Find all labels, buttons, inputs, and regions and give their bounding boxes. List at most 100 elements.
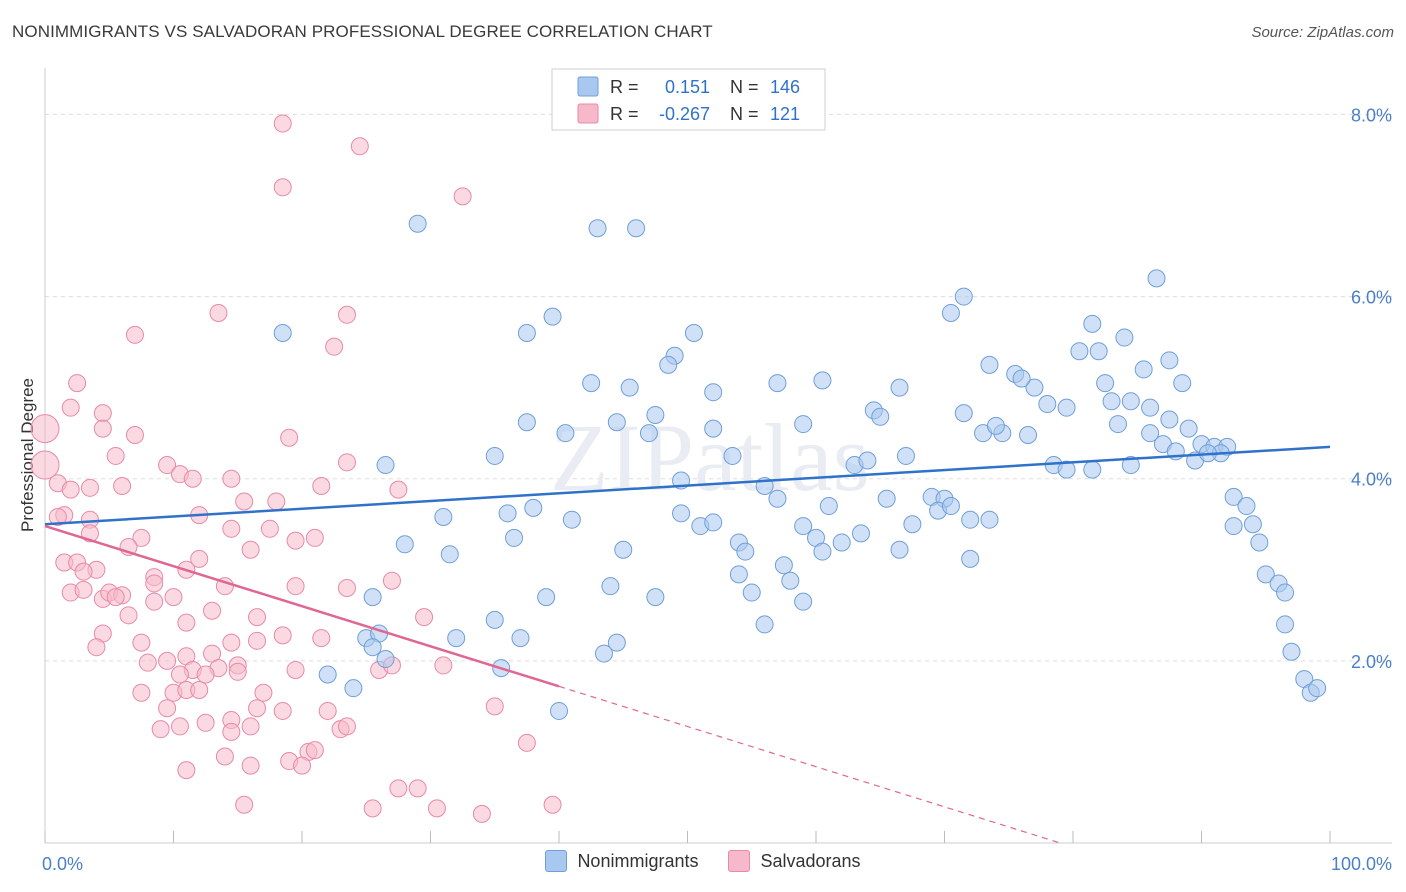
salvadoran-point — [170, 665, 189, 684]
nonimmigrant-point — [986, 416, 1005, 435]
y-tick-label-1: 4.0% — [1351, 470, 1392, 490]
nonimmigrant-point — [1089, 342, 1108, 361]
bottom-legend: Nonimmigrants Salvadorans — [0, 850, 1406, 872]
salvadoran-point — [293, 756, 311, 775]
tick-labels: 2.0% 4.0% 6.0% 8.0% 0.0% 100.0% — [42, 105, 1392, 874]
nonimmigrant-point — [659, 355, 678, 374]
salvadoran-point — [280, 428, 299, 447]
salvadoran-point — [408, 779, 427, 798]
nonimmigrant-point — [1057, 398, 1076, 417]
nonimmigrant-point — [832, 533, 851, 552]
legend-n-value-blue: 146 — [770, 77, 800, 97]
salvadoran-point — [80, 478, 99, 497]
nonimmigrant-point — [562, 510, 581, 529]
salvadoran-point — [267, 492, 286, 511]
nonimmigrant-point — [318, 665, 337, 684]
nonimmigrant-point — [273, 324, 292, 342]
salvadoran-point — [68, 374, 87, 393]
nonimmigrant-point — [1121, 456, 1140, 475]
nonimmigrant-point — [505, 528, 524, 547]
salvadoran-point — [125, 426, 144, 444]
nonimmigrant-point — [1256, 565, 1275, 584]
salvadoran-point — [248, 699, 267, 718]
nonimmigrant-point — [1057, 460, 1076, 479]
nonimmigrant-point — [1025, 378, 1044, 397]
salvadoran-point — [389, 480, 408, 499]
salvadoran-point — [138, 653, 157, 672]
salvadoran-point — [273, 626, 292, 645]
salvadoran-point — [151, 720, 170, 739]
source-label: Source: ZipAtlas.com — [1251, 24, 1394, 41]
nonimmigrant-point — [954, 404, 973, 423]
salvadoran-point — [318, 701, 337, 720]
nonimmigrant-point — [980, 355, 999, 374]
nonimmigrant-point — [890, 378, 909, 397]
salvadoran-point — [241, 756, 260, 775]
nonimmigrant-point — [588, 219, 607, 238]
salvadoran-point — [158, 456, 177, 475]
salvadoran-point — [222, 722, 241, 741]
nonimmigrant-point — [1102, 392, 1121, 411]
nonimmigrant-point — [517, 324, 536, 342]
salvadoran-point — [434, 656, 453, 675]
salvadoran-point — [241, 717, 260, 736]
legend-label-nonimmigrants: Nonimmigrants — [577, 850, 699, 871]
salvadoran-point — [106, 446, 125, 465]
nonimmigrant-point — [729, 565, 748, 584]
nonimmigrant-point — [871, 407, 890, 426]
nonimmigrant-point — [858, 451, 877, 470]
nonimmigrant-point — [755, 615, 774, 634]
legend-swatch-pink — [577, 103, 599, 124]
nonimmigrant-point — [537, 588, 556, 607]
salvadoran-point — [273, 701, 292, 720]
legend-n-label-blue: N = — [730, 77, 759, 97]
nonimmigrant-point — [485, 610, 504, 629]
salvadoran-point — [305, 528, 324, 547]
nonimmigrant-point — [851, 524, 870, 543]
salvadoran-point — [350, 137, 369, 156]
salvadoran-point — [312, 477, 331, 495]
nonimmigrant-point — [941, 303, 960, 322]
nonimmigrant-point — [408, 214, 427, 233]
legend-swatch-salvadorans — [728, 850, 751, 872]
nonimmigrant-point — [781, 571, 800, 590]
nonimmigrant-point — [620, 378, 639, 397]
salvadoran-point — [305, 741, 324, 760]
nonimmigrant-point — [363, 638, 382, 657]
salvadoran-point — [74, 562, 93, 581]
nonimmigrant-point — [1019, 426, 1038, 444]
nonimmigrant-point — [941, 497, 960, 516]
nonimmigrant-point — [1276, 615, 1295, 634]
nonimmigrant-point — [556, 424, 575, 443]
nonimmigrant-point — [1147, 269, 1166, 288]
salvadoran-point — [48, 507, 67, 526]
salvadoran-point — [164, 588, 183, 607]
salvadoran-point — [132, 528, 151, 547]
nonimmigrant-point — [819, 497, 838, 516]
legend-label-salvadorans: Salvadorans — [760, 850, 861, 871]
nonimmigrant-point — [614, 540, 633, 559]
salvadoran-point — [228, 662, 247, 681]
salvadoran-point — [485, 697, 504, 716]
nonimmigrant-point — [1083, 314, 1102, 333]
legend-item-salvadorans[interactable]: Salvadorans — [728, 850, 861, 872]
nonimmigrant-point — [511, 629, 530, 648]
watermark: ZIPatlas — [550, 404, 870, 511]
salvadoran-point — [286, 577, 305, 596]
nonimmigrant-point — [704, 419, 723, 438]
salvadoran-point — [203, 601, 222, 620]
salvadoran-point — [74, 580, 93, 599]
salvadoran-point — [260, 519, 279, 538]
salvadoran-point — [273, 178, 292, 197]
salvadoran-point — [325, 337, 344, 356]
nonimmigrant-point — [684, 324, 703, 342]
salvadoran-point — [235, 492, 254, 511]
nonimmigrant-point — [742, 583, 761, 602]
nonimmigrant-point — [1282, 642, 1301, 661]
legend-item-nonimmigrants[interactable]: Nonimmigrants — [545, 850, 698, 872]
y-tick-label-2: 6.0% — [1351, 288, 1392, 308]
nonimmigrant-point — [672, 504, 691, 523]
salvadoran-point — [286, 660, 305, 679]
nonimmigrant-point — [768, 489, 787, 508]
salvadoran-point — [190, 681, 209, 699]
